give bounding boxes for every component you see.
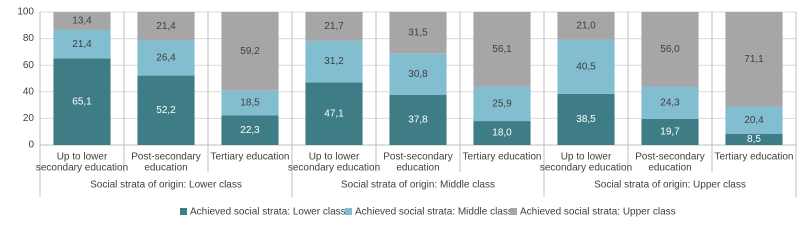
bar-segment <box>389 94 447 145</box>
bar-segment <box>389 11 447 54</box>
x-tick-label: Tertiary education <box>211 152 290 163</box>
value-label: 37,8 <box>408 115 428 126</box>
bar-segment <box>53 58 111 145</box>
value-label: 21,4 <box>72 39 92 50</box>
value-label: 21,7 <box>324 21 344 32</box>
x-tick-label: education <box>396 163 439 174</box>
bar-segment <box>221 12 279 91</box>
value-label: 40,5 <box>576 62 596 73</box>
value-label: 21,4 <box>156 21 176 32</box>
x-tick-label: Up to lower <box>309 152 360 163</box>
legend-swatch <box>180 208 187 215</box>
value-label: 38,5 <box>576 114 596 125</box>
value-label: 31,5 <box>408 27 428 38</box>
value-label: 56,1 <box>492 44 512 55</box>
value-label: 19,7 <box>660 127 680 138</box>
bar-segment <box>305 12 363 41</box>
value-label: 18,5 <box>240 98 260 109</box>
bar-segment <box>725 133 783 145</box>
bar-segment <box>221 115 279 145</box>
value-label: 25,9 <box>492 98 512 109</box>
bar-segment <box>557 93 615 145</box>
y-tick-label: 100 <box>17 7 34 18</box>
bar-segment <box>137 40 195 76</box>
y-tick-label: 80 <box>23 33 35 44</box>
value-label: 52,2 <box>156 105 176 116</box>
bar-segment <box>473 121 531 145</box>
x-tick-label: Up to lower <box>57 152 108 163</box>
legend-label: Achieved social strata: Middle class <box>355 207 513 218</box>
x-tick-label: Post-secondary <box>131 152 200 163</box>
x-tick-label: education <box>648 163 691 174</box>
value-label: 56,0 <box>660 44 680 55</box>
bar-segment <box>725 106 783 134</box>
bar-segment <box>725 12 783 107</box>
value-label: 47,1 <box>324 108 344 119</box>
bar-segment <box>137 75 195 145</box>
legend-label: Achieved social strata: Lower class <box>190 207 346 218</box>
value-label: 13,4 <box>72 16 92 27</box>
bar-segment <box>641 86 699 119</box>
bar-segment <box>641 118 699 145</box>
bar-segment <box>473 86 531 122</box>
group-label: Social strata of origin: Lower class <box>90 180 242 191</box>
bar-segment <box>221 90 279 116</box>
value-label: 65,1 <box>72 96 92 107</box>
value-label: 24,3 <box>660 97 680 108</box>
bar-segment <box>389 53 447 95</box>
bar-segment <box>641 12 699 87</box>
group-label: Social strata of origin: Upper class <box>594 180 746 191</box>
y-tick-label: 60 <box>23 60 35 71</box>
x-tick-label: Up to lower <box>561 152 612 163</box>
value-label: 26,4 <box>156 53 176 64</box>
y-tick-label: 0 <box>28 140 34 151</box>
x-tick-label: Tertiary education <box>463 152 542 163</box>
legend-swatch <box>345 208 352 215</box>
bar-segment <box>557 12 615 40</box>
bar-segment <box>137 12 195 41</box>
legend-label: Achieved social strata: Upper class <box>520 207 676 218</box>
bar-segment <box>53 29 111 59</box>
value-label: 20,4 <box>744 115 764 126</box>
bar-segment <box>557 39 615 94</box>
x-tick-label: Post-secondary <box>635 152 704 163</box>
bar-segment <box>53 12 111 30</box>
y-tick-label: 40 <box>23 86 35 97</box>
legend-swatch <box>510 208 517 215</box>
value-label: 18,0 <box>492 128 512 139</box>
value-label: 22,3 <box>240 125 260 136</box>
x-tick-label: secondary education <box>540 163 632 174</box>
x-tick-label: education <box>144 163 187 174</box>
value-label: 71,1 <box>744 54 764 65</box>
x-tick-label: secondary education <box>288 163 380 174</box>
bar-segment <box>305 82 363 145</box>
value-label: 8,5 <box>747 134 761 145</box>
value-label: 21,0 <box>576 21 596 32</box>
value-label: 59,2 <box>240 46 260 57</box>
value-label: 30,8 <box>408 69 428 80</box>
bar-segment <box>473 12 531 87</box>
x-tick-label: secondary education <box>36 163 128 174</box>
value-label: 31,2 <box>324 56 344 67</box>
group-label: Social strata of origin: Middle class <box>341 180 495 191</box>
bar-segment <box>305 40 363 83</box>
x-tick-label: Post-secondary <box>383 152 452 163</box>
y-tick-label: 20 <box>23 113 35 124</box>
x-tick-label: Tertiary education <box>715 152 794 163</box>
